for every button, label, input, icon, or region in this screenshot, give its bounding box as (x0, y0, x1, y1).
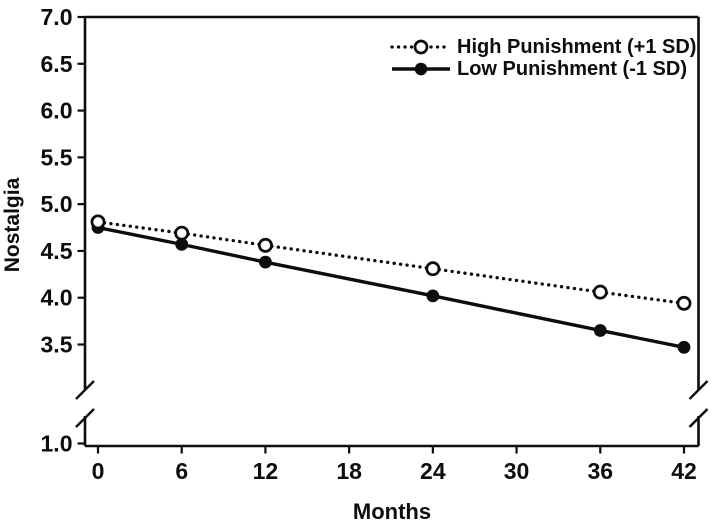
data-point-low-punishment (175, 237, 189, 251)
x-tick-label: 24 (420, 458, 446, 484)
data-point-low-punishment (593, 324, 607, 337)
data-point-high-punishment (90, 214, 106, 230)
data-point-high-punishment (425, 261, 441, 277)
data-point-high-punishment (592, 284, 608, 300)
axis-break-mark (75, 408, 95, 428)
y-tick-label: 1.0 (41, 431, 73, 457)
y-tick-label: 4.5 (41, 238, 73, 264)
data-point-low-punishment (677, 340, 691, 354)
y-axis-title: Nostalgia (1, 177, 24, 273)
y-tick-label: 6.5 (41, 51, 73, 77)
legend-marker-open-circle (413, 39, 429, 55)
axis-break-mark (688, 380, 709, 400)
legend-marker-filled-circle (414, 62, 428, 76)
legend: High Punishment (+1 SD) Low Punishment (… (390, 36, 696, 80)
data-point-high-punishment (676, 295, 692, 311)
series-line-low-punishment (97, 225, 685, 349)
legend-symbol-high-punishment (390, 39, 452, 55)
x-tick-label: 12 (253, 458, 279, 484)
y-tick-label: 4.0 (41, 285, 73, 311)
legend-entry-high-punishment: High Punishment (+1 SD) (390, 36, 696, 58)
axis-break-mark (75, 380, 95, 400)
y-tick-label: 5.5 (41, 144, 73, 170)
legend-symbol-low-punishment (392, 62, 450, 76)
axis-break-mark (688, 408, 709, 428)
y-tick-label: 3.5 (41, 332, 73, 358)
data-point-high-punishment (257, 237, 273, 253)
y-tick-label: 6.0 (41, 98, 73, 124)
data-point-low-punishment (259, 255, 272, 269)
x-tick-label: 36 (587, 458, 613, 484)
legend-label-high-punishment: High Punishment (+1 SD) (457, 35, 697, 58)
y-tick-label: 7.0 (41, 4, 73, 30)
y-tick-label: 5.0 (41, 191, 73, 217)
legend-label-low-punishment: Low Punishment (-1 SD) (457, 57, 687, 80)
x-tick-label: 18 (336, 458, 362, 484)
x-axis-title: Months (352, 499, 432, 524)
x-tick-label: 42 (671, 458, 697, 484)
legend-entry-low-punishment: Low Punishment (-1 SD) (390, 58, 696, 80)
x-tick-label: 30 (504, 458, 530, 484)
data-point-low-punishment (426, 289, 440, 303)
x-tick-label: 6 (175, 458, 188, 484)
x-tick-label: 0 (92, 458, 105, 484)
series-line-high-punishment (96, 220, 686, 305)
data-point-high-punishment (174, 225, 190, 241)
